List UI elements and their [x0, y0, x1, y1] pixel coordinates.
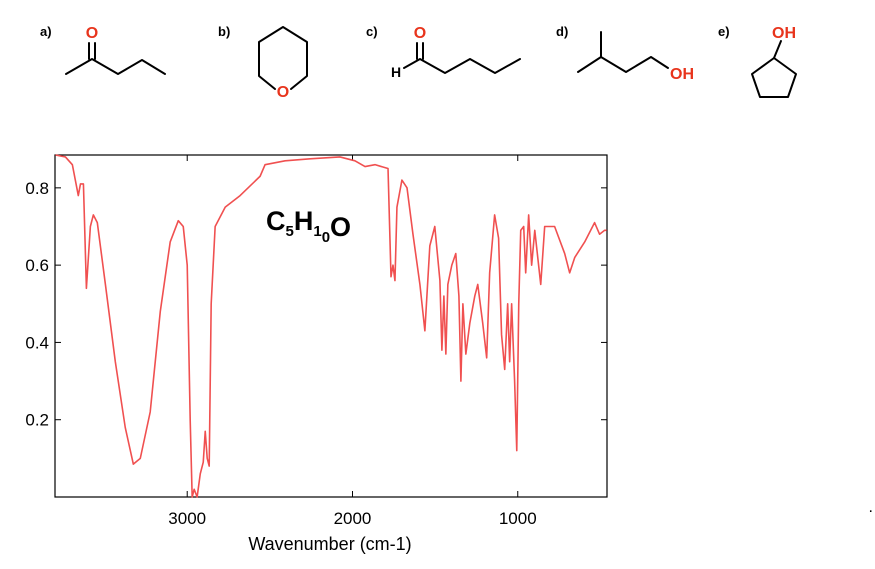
- structure-b: b) O: [218, 24, 308, 101]
- structure-e: e) OH: [718, 24, 797, 98]
- structure-label: d): [556, 24, 568, 39]
- y-tick-label: 0.2: [25, 411, 49, 430]
- structure-d: d) OH: [556, 24, 694, 83]
- atom: O: [414, 25, 426, 42]
- structure-a: a) O: [40, 24, 166, 75]
- spectrum-line: [55, 154, 607, 498]
- atom: O: [86, 25, 98, 42]
- y-tick-label: 0.8: [25, 179, 49, 198]
- structure-c: c) O H: [366, 24, 521, 80]
- structure-label: e): [718, 24, 730, 39]
- atom: OH: [670, 66, 694, 83]
- structure-label: b): [218, 24, 230, 39]
- x-tick-label: 2000: [334, 509, 372, 528]
- x-tick-label: 3000: [168, 509, 206, 528]
- atom: H: [391, 64, 401, 80]
- plot-frame: [54, 154, 608, 498]
- atom: O: [277, 84, 289, 101]
- x-axis-label: Wavenumber (cm-1): [248, 534, 411, 554]
- structure-label: c): [366, 24, 378, 39]
- annotation: C5H10O: [266, 206, 351, 246]
- y-tick-label: 0.4: [25, 333, 49, 352]
- y-tick-label: 0.6: [25, 256, 49, 275]
- atom: OH: [772, 25, 796, 42]
- stray-mark: .: [869, 499, 873, 516]
- x-tick-label: 1000: [499, 509, 537, 528]
- structure-label: a): [40, 24, 52, 39]
